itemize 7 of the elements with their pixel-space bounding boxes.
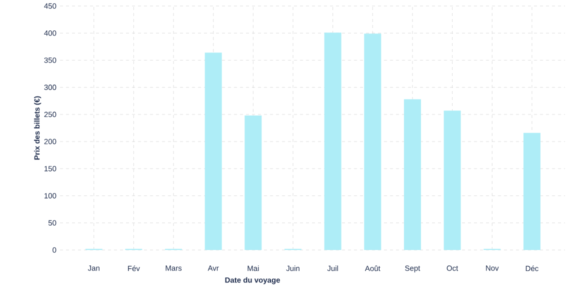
bar bbox=[404, 99, 421, 250]
bar bbox=[324, 32, 342, 250]
bar bbox=[523, 132, 540, 250]
bar bbox=[364, 34, 382, 250]
bar bbox=[244, 116, 262, 250]
bar bbox=[444, 110, 461, 250]
bar bbox=[204, 52, 222, 250]
